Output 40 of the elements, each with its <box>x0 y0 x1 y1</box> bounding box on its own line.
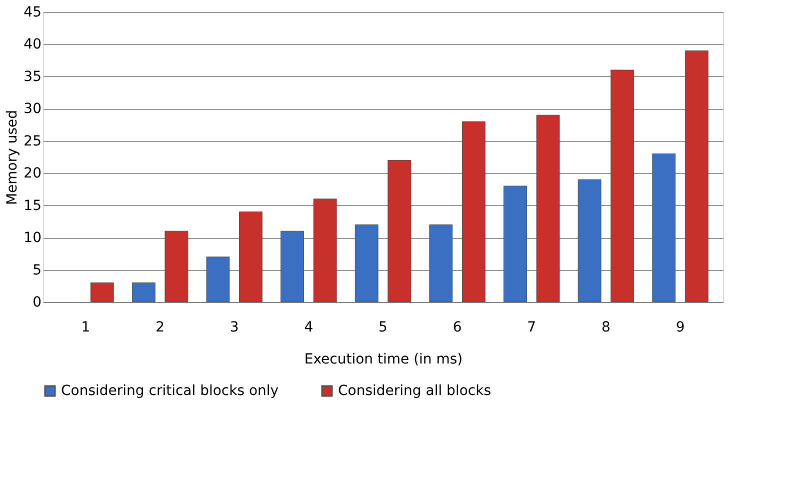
x-tick-label: 8 <box>601 320 610 336</box>
x-axis-title: Execution time (in ms) <box>304 352 463 368</box>
bar <box>90 282 114 302</box>
x-tick-label: 4 <box>304 320 314 336</box>
legend-label: Considering all blocks <box>338 383 492 399</box>
bar <box>536 114 560 302</box>
bar <box>206 256 230 302</box>
bar <box>132 282 156 302</box>
legend-label: Considering critical blocks only <box>61 383 279 399</box>
x-tick-label: 6 <box>452 320 462 336</box>
y-tick-label: 20 <box>24 166 42 182</box>
bar <box>504 186 527 302</box>
x-tick-label: 7 <box>527 320 536 336</box>
y-tick-label: 40 <box>24 36 42 53</box>
bar <box>280 230 304 302</box>
y-tick-label: 5 <box>32 262 42 278</box>
y-tick-label: 25 <box>24 133 42 150</box>
bar <box>652 154 676 302</box>
x-tick-label: 9 <box>676 320 685 336</box>
x-tick-label: 1 <box>81 320 90 336</box>
bar <box>610 70 634 302</box>
bar <box>164 230 188 302</box>
y-tick-label: 45 <box>24 4 42 20</box>
x-tick-label: 5 <box>378 320 388 336</box>
bar <box>429 224 453 302</box>
bar <box>388 160 412 302</box>
y-tick-label: 15 <box>24 198 42 214</box>
y-tick-label: 35 <box>24 68 42 85</box>
bar <box>354 224 378 302</box>
bar <box>313 198 337 302</box>
bar <box>684 50 708 302</box>
y-tick-label: 10 <box>24 230 42 246</box>
bar <box>239 212 262 302</box>
y-axis-title: Memory used <box>4 110 21 206</box>
bar <box>462 121 486 302</box>
x-tick-label: 2 <box>156 320 165 336</box>
bar <box>578 179 602 302</box>
y-tick-label: 0 <box>32 294 42 310</box>
x-tick-label: 3 <box>230 320 239 336</box>
y-tick-label: 30 <box>24 101 42 118</box>
